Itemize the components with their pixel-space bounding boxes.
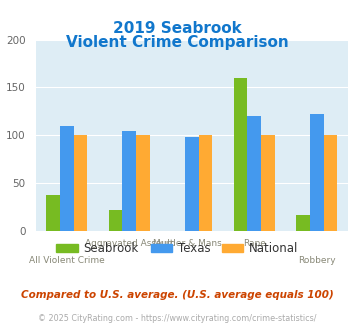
Text: Violent Crime Comparison: Violent Crime Comparison [66,35,289,50]
Bar [310,114,323,231]
Text: Robbery: Robbery [298,256,335,265]
Text: Compared to U.S. average. (U.S. average equals 100): Compared to U.S. average. (U.S. average … [21,290,334,300]
Text: All Violent Crime: All Violent Crime [29,256,105,265]
Legend: Seabrook, Texas, National: Seabrook, Texas, National [51,237,304,260]
Bar [323,135,337,231]
Bar [185,137,198,231]
Text: Rape: Rape [243,239,266,248]
Bar [60,126,73,231]
Text: Murder & Mans...: Murder & Mans... [153,239,230,248]
Bar [109,210,122,231]
Bar [122,131,136,231]
Bar [296,215,310,231]
Bar [198,135,212,231]
Bar [261,135,275,231]
Bar [247,116,261,231]
Bar [136,135,150,231]
Text: © 2025 CityRating.com - https://www.cityrating.com/crime-statistics/: © 2025 CityRating.com - https://www.city… [38,314,317,323]
Bar [234,78,247,231]
Text: 2019 Seabrook: 2019 Seabrook [113,21,242,36]
Bar [73,135,87,231]
Bar [46,195,60,231]
Text: Aggravated Assault: Aggravated Assault [85,239,174,248]
